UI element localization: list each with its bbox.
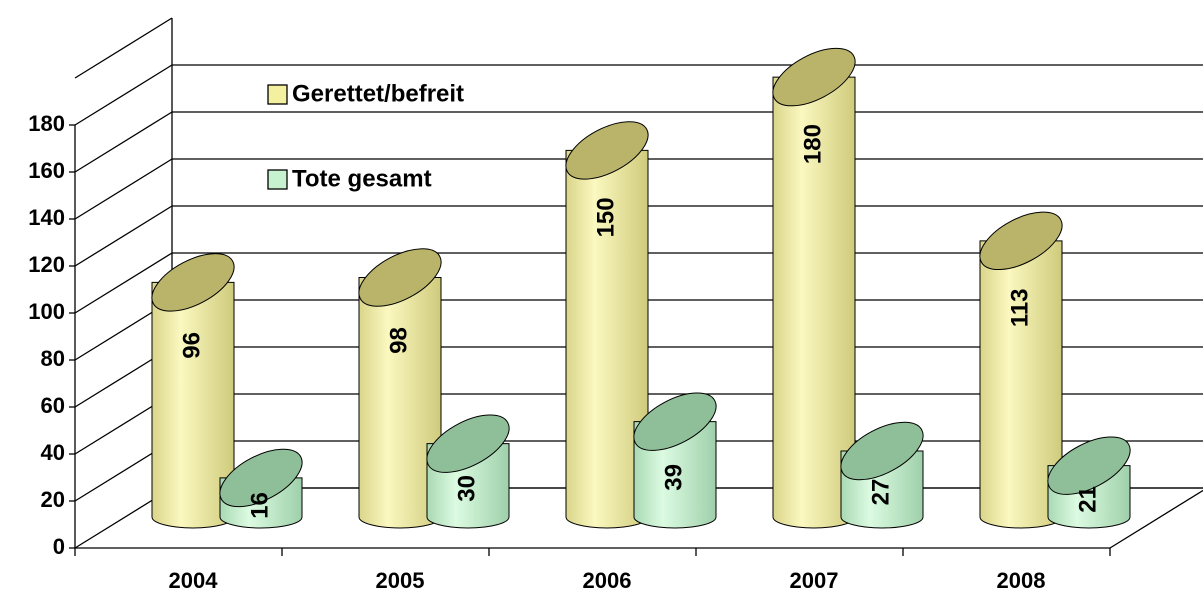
legend-swatch [267, 84, 288, 105]
data-label: 27 [867, 479, 894, 506]
y-tick-label: 140 [28, 205, 65, 230]
x-tick-label: 2006 [583, 568, 632, 593]
data-label: 39 [660, 464, 687, 491]
cylinder-top [358, 248, 442, 307]
x-tick-label: 2008 [997, 568, 1046, 593]
grid-line [74, 64, 173, 126]
y-tick-label: 0 [53, 534, 65, 559]
cylinder [1047, 436, 1131, 529]
floor-edge [1109, 489, 1203, 549]
cylinder [979, 211, 1063, 529]
grid-line [74, 252, 173, 314]
y-tick-label: 60 [41, 393, 65, 418]
cylinder-top [1047, 436, 1131, 495]
data-label: 16 [246, 492, 273, 519]
y-tick-label: 40 [41, 440, 65, 465]
data-label: 21 [1074, 486, 1101, 513]
data-label: 30 [453, 475, 480, 502]
data-label: 150 [592, 197, 619, 237]
data-label: 113 [1006, 288, 1033, 327]
data-label: 96 [178, 332, 205, 359]
legend-swatch [267, 169, 288, 190]
y-tick-label: 80 [41, 346, 65, 371]
legend-label: Tote gesamt [292, 165, 432, 192]
x-tick-label: 2005 [376, 568, 425, 593]
cylinder-top [565, 121, 649, 180]
cylinder-top [151, 253, 235, 312]
grid-line [74, 111, 173, 173]
grid-line [74, 158, 173, 220]
grid-line [74, 205, 173, 267]
cylinder [772, 47, 856, 529]
y-tick-label: 120 [28, 252, 65, 277]
cylinder [151, 253, 235, 529]
y-tick-label: 160 [28, 158, 65, 183]
data-label: 180 [799, 124, 826, 164]
cylinder [426, 414, 510, 529]
data-label: 98 [385, 327, 412, 354]
y-tick-label: 180 [28, 111, 65, 136]
x-tick-label: 2004 [169, 568, 219, 593]
cylinder [840, 421, 924, 529]
cylinder-top [979, 211, 1063, 271]
x-tick-label: 2007 [790, 568, 839, 593]
cylinder [633, 392, 717, 529]
cylinder-top [633, 392, 717, 451]
y-tick-label: 100 [28, 299, 65, 324]
legend-label: Gerettet/befreit [292, 80, 464, 107]
cylinder-top [772, 47, 856, 107]
cylinder-top [840, 421, 924, 481]
cylinder [219, 448, 303, 529]
cylinder-top [426, 414, 510, 473]
y-tick-label: 20 [41, 487, 65, 512]
left-wall-edge [74, 17, 173, 79]
cylinder-top [219, 448, 303, 508]
